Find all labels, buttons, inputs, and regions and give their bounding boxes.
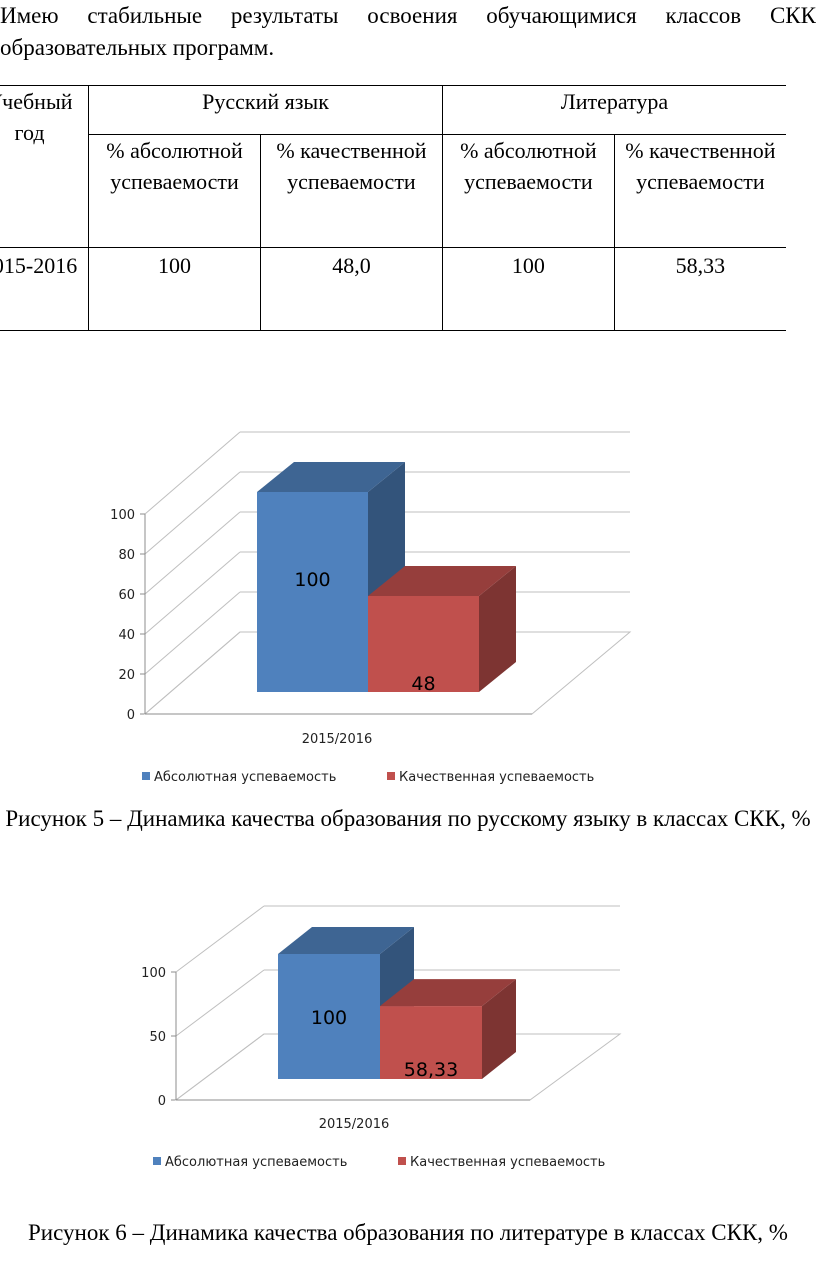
column-header-label: % абсолютной успеваемости bbox=[460, 138, 597, 194]
subject-label: Литература bbox=[560, 89, 669, 114]
value: 100 bbox=[158, 253, 192, 278]
intro-word: обучающимися bbox=[486, 3, 637, 28]
bar-quality bbox=[380, 1006, 482, 1079]
column-header-qual-lit: % качественной успеваемости bbox=[613, 134, 786, 248]
legend-swatch bbox=[387, 772, 395, 780]
y-tick-label: 80 bbox=[118, 548, 135, 563]
gridline-side bbox=[175, 969, 265, 1037]
column-header-abs-lit: % абсолютной успеваемости bbox=[441, 134, 615, 248]
legend-label: Абсолютная успеваемость bbox=[165, 1155, 347, 1170]
y-tick-label: 0 bbox=[127, 708, 135, 723]
cell-lit-qual: 58,33 bbox=[613, 247, 786, 331]
x-category-label: 2015/2016 bbox=[319, 1117, 390, 1132]
figure-6-caption: Рисунок 6 – Динамика качества образовани… bbox=[28, 1220, 788, 1245]
chart-russian-svg: 0 20 40 60 80 100 100 48 2015/2016 Абсолютная усп… bbox=[110, 431, 632, 785]
bar-top bbox=[278, 927, 414, 954]
legend-label: Качественная успеваемость bbox=[410, 1155, 605, 1170]
value: 100 bbox=[511, 253, 545, 278]
subject-header-russian: Русский язык bbox=[88, 85, 443, 135]
intro-word: результаты bbox=[230, 3, 339, 28]
legend-swatch bbox=[153, 1157, 161, 1165]
chart-literature: 0 50 100 100 58,33 2015/2016 Абсолютная успева… bbox=[0, 896, 816, 1181]
cell-year: 2015-2016 bbox=[0, 247, 90, 331]
cell-lit-abs: 100 bbox=[441, 247, 615, 331]
table-header-row: Учебный год Русский язык Литература bbox=[0, 85, 786, 248]
gridline-side bbox=[144, 471, 241, 555]
bar-side bbox=[479, 566, 516, 692]
column-header-label: % качественной успеваемости bbox=[625, 138, 776, 194]
subject-header-literature: Литература bbox=[441, 85, 786, 135]
table-subheader-row: % абсолютной успеваемости % качественной… bbox=[0, 134, 786, 248]
y-tick-label: 50 bbox=[149, 1030, 166, 1045]
intro-word: классов bbox=[665, 3, 742, 28]
y-tick-label: 20 bbox=[118, 668, 135, 683]
y-tick-label: 60 bbox=[118, 588, 135, 603]
chart-russian: 0 20 40 60 80 100 100 48 2015/2016 Абсолютная усп… bbox=[0, 430, 816, 790]
bar-absolute bbox=[278, 954, 380, 1079]
bar-quality bbox=[368, 596, 479, 692]
year-header: Учебный год bbox=[0, 89, 73, 145]
cell-rus-qual: 48,0 bbox=[259, 247, 443, 331]
cell-rus-abs: 100 bbox=[88, 247, 261, 331]
gridline-side bbox=[144, 511, 241, 595]
value: 58,33 bbox=[675, 253, 726, 278]
legend-label: Абсолютная успеваемость bbox=[154, 770, 336, 785]
data-label: 100 bbox=[294, 569, 330, 591]
chart-literature-svg: 0 50 100 100 58,33 2015/2016 Абсолютная успева… bbox=[141, 905, 622, 1170]
data-label: 48 bbox=[411, 673, 435, 695]
intro-paragraph: Имею стабильные результаты освоения обуч… bbox=[0, 0, 816, 64]
x-category-label: 2015/2016 bbox=[302, 732, 373, 747]
bar-side bbox=[482, 979, 516, 1079]
intro-word: СКК bbox=[769, 3, 816, 28]
gridline-side bbox=[144, 591, 241, 675]
figure-5-caption: Рисунок 5 – Динамика качества образовани… bbox=[5, 806, 811, 831]
table-row: 2015-2016 100 48,0 100 58,33 bbox=[0, 247, 786, 331]
results-table: Учебный год Русский язык Литература % аб… bbox=[0, 85, 786, 331]
column-header-label: % качественной успеваемости bbox=[276, 138, 427, 194]
y-tick-label: 0 bbox=[158, 1094, 166, 1109]
legend-label: Качественная успеваемость bbox=[399, 770, 594, 785]
bar-top bbox=[257, 462, 405, 492]
data-label: 100 bbox=[311, 1007, 347, 1029]
gridline-side bbox=[144, 431, 241, 515]
intro-word: освоения bbox=[367, 3, 458, 28]
year-value: 2015-2016 bbox=[0, 253, 78, 278]
year-header-cell: Учебный год bbox=[0, 85, 90, 248]
column-header-qual-rus: % качественной успеваемости bbox=[259, 134, 443, 248]
legend-swatch bbox=[398, 1157, 406, 1165]
bar-top bbox=[368, 566, 516, 596]
subject-label: Русский язык bbox=[202, 89, 329, 114]
gridline-side bbox=[175, 905, 265, 973]
intro-line-1: Имею стабильные результаты освоения обуч… bbox=[0, 0, 816, 32]
intro-word: стабильные bbox=[87, 3, 203, 28]
column-header-label: % абсолютной успеваемости bbox=[106, 138, 243, 194]
data-label: 58,33 bbox=[404, 1059, 458, 1081]
value: 48,0 bbox=[332, 253, 371, 278]
bar-absolute bbox=[257, 492, 368, 692]
column-header-abs-rus: % абсолютной успеваемости bbox=[88, 134, 261, 248]
intro-word: Имею bbox=[0, 3, 59, 28]
y-tick-label: 100 bbox=[141, 966, 166, 981]
bar-top bbox=[380, 979, 516, 1007]
gridline-side bbox=[144, 551, 241, 635]
y-tick-label: 100 bbox=[110, 508, 135, 523]
y-tick-label: 40 bbox=[118, 628, 135, 643]
legend-swatch bbox=[142, 772, 150, 780]
intro-line-2: образовательных программ. bbox=[0, 35, 275, 60]
